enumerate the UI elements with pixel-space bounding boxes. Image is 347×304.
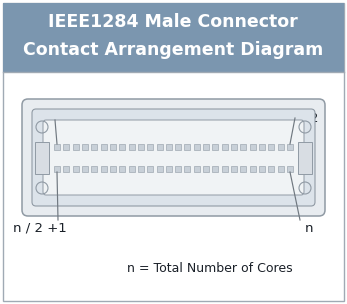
Bar (250, 144, 256, 150)
Bar (138, 166, 144, 172)
Bar (91, 166, 97, 172)
Bar (185, 144, 191, 150)
Bar (259, 166, 265, 172)
Bar (287, 144, 293, 150)
Bar (278, 166, 284, 172)
Bar (259, 144, 265, 150)
Bar (175, 166, 181, 172)
Bar (138, 144, 144, 150)
Bar (268, 144, 274, 150)
Bar (63, 166, 69, 172)
Bar (287, 166, 293, 172)
Bar (212, 144, 219, 150)
Bar (250, 166, 256, 172)
FancyBboxPatch shape (22, 99, 325, 216)
Bar (175, 144, 181, 150)
Bar (185, 166, 191, 172)
Bar (240, 144, 246, 150)
Bar (101, 166, 107, 172)
Bar (222, 144, 228, 150)
Bar (82, 144, 88, 150)
Bar (147, 166, 153, 172)
Bar (119, 144, 125, 150)
Bar (128, 144, 135, 150)
Text: n / 2 +1: n / 2 +1 (13, 222, 67, 234)
Bar (54, 166, 60, 172)
Bar (166, 144, 172, 150)
Bar (63, 144, 69, 150)
Bar (268, 166, 274, 172)
Bar (240, 166, 246, 172)
Text: n = Total Number of Cores: n = Total Number of Cores (127, 261, 293, 275)
Bar (194, 166, 200, 172)
Text: n: n (305, 222, 313, 234)
Bar (128, 166, 135, 172)
Bar (3, 3, 344, 72)
Bar (101, 144, 107, 150)
Bar (110, 144, 116, 150)
Bar (166, 166, 172, 172)
Bar (194, 144, 200, 150)
Text: n/2: n/2 (298, 112, 320, 125)
Bar (212, 166, 219, 172)
Bar (119, 166, 125, 172)
Text: Contact Arrangement Diagram: Contact Arrangement Diagram (23, 41, 323, 59)
Bar (231, 144, 237, 150)
Bar (91, 144, 97, 150)
Bar (156, 144, 162, 150)
FancyBboxPatch shape (43, 120, 304, 195)
Text: IEEE1284 Male Connector: IEEE1284 Male Connector (48, 13, 298, 31)
Bar (54, 144, 60, 150)
Bar (231, 166, 237, 172)
Bar (278, 144, 284, 150)
Bar (298, 142, 312, 174)
Bar (203, 144, 209, 150)
Bar (73, 166, 79, 172)
Bar (147, 144, 153, 150)
Bar (35, 142, 49, 174)
Bar (82, 166, 88, 172)
Bar (222, 166, 228, 172)
Bar (203, 166, 209, 172)
Bar (73, 144, 79, 150)
FancyBboxPatch shape (32, 109, 315, 206)
Bar (110, 166, 116, 172)
Bar (156, 166, 162, 172)
Text: 1: 1 (42, 113, 50, 126)
